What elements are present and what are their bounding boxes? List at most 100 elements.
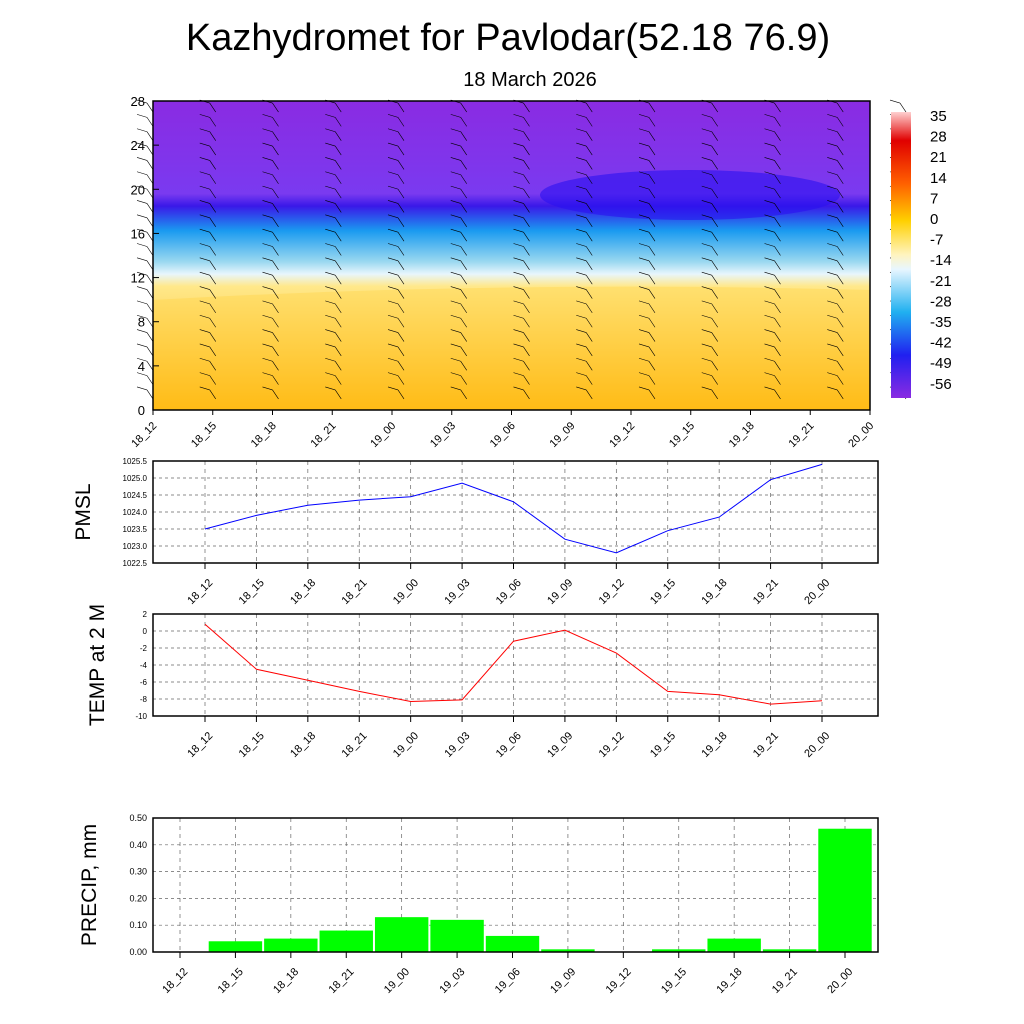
data-line — [204, 463, 823, 554]
wind-barb — [513, 128, 530, 141]
wind-barb — [262, 271, 279, 285]
wind-barb — [325, 386, 342, 400]
wind-barb — [262, 300, 279, 314]
y-tick-label: -10 — [135, 712, 147, 721]
wind-barb — [325, 114, 342, 127]
wind-barb — [827, 286, 844, 299]
colorbar-label: 0 — [930, 211, 938, 228]
wind-barb — [638, 257, 656, 271]
wind-barb — [262, 228, 279, 242]
x-tick-label: 19_09 — [545, 577, 575, 607]
wind-barb — [764, 314, 781, 328]
plot-frame — [152, 817, 879, 953]
wind-barb — [387, 386, 405, 400]
x-tick-label: 18_21 — [326, 966, 356, 996]
wind-barb — [262, 386, 279, 400]
wind-barb — [764, 185, 781, 199]
x-tick-label: 19_00 — [368, 420, 398, 450]
y-tick-label: 0 — [143, 627, 148, 636]
wind-barb — [325, 142, 342, 156]
precip-bar — [762, 949, 817, 952]
chart-title: Kazhydromet for Pavlodar(52.18 76.9) — [186, 17, 830, 59]
wind-barb — [325, 185, 342, 199]
x-tick-label: 19_09 — [545, 730, 575, 760]
wind-barb — [325, 214, 342, 227]
x-tick-label: 18_12 — [129, 420, 159, 450]
wind-barb — [450, 271, 467, 285]
wind-barb — [199, 114, 216, 127]
wind-barb — [513, 171, 530, 184]
wind-barb — [450, 228, 467, 242]
wind-barb — [199, 386, 216, 400]
x-tick-label: 19_12 — [604, 966, 634, 996]
wind-barb — [701, 142, 718, 156]
wind-barb — [576, 200, 593, 213]
wind-barb — [827, 157, 844, 170]
y-tick-label: 1024.5 — [123, 491, 148, 500]
x-tick-label: 19_06 — [493, 966, 523, 996]
y-axis-label: PMSL — [72, 483, 95, 540]
wind-barb — [199, 286, 216, 299]
wind-barb — [638, 314, 656, 328]
precip-bar — [652, 949, 706, 952]
wind-barb — [513, 343, 530, 357]
wind-barb — [262, 243, 279, 256]
wind-barb — [136, 99, 154, 113]
wind-barb — [576, 257, 593, 271]
x-tick-label: 19_12 — [597, 730, 627, 760]
wind-barb — [701, 271, 718, 285]
wind-barb — [513, 214, 530, 227]
wind-barb — [199, 228, 216, 242]
wind-barb — [199, 185, 216, 199]
wind-barb — [638, 372, 656, 385]
x-tick-label: 19_03 — [442, 577, 472, 607]
wind-barb — [638, 228, 656, 242]
wind-barb — [638, 185, 656, 199]
wind-barb — [387, 329, 405, 342]
wind-barb — [262, 185, 279, 199]
x-tick-label: 19_21 — [751, 730, 781, 760]
wind-barb — [450, 357, 467, 371]
wind-barb — [262, 214, 279, 227]
wind-barb — [701, 128, 718, 141]
x-tick-label: 18_21 — [339, 577, 369, 607]
precip-bar — [319, 930, 373, 952]
x-tick-label: 19_15 — [648, 730, 678, 760]
wind-barb — [638, 300, 656, 314]
precip-bar — [707, 938, 761, 952]
x-tick-label: 19_18 — [699, 577, 729, 607]
wind-barb — [513, 228, 530, 242]
wind-barb — [136, 271, 154, 285]
wind-barb — [701, 228, 718, 242]
wind-barb — [701, 386, 718, 400]
wind-barb — [638, 128, 656, 141]
colorbar-label: 21 — [930, 149, 947, 166]
wind-barb — [325, 243, 342, 256]
wind-barb — [450, 214, 467, 227]
x-tick-label: 19_18 — [714, 966, 744, 996]
wind-barb — [827, 142, 844, 156]
wind-barb — [764, 372, 781, 385]
wind-barb — [199, 128, 216, 141]
wind-barb — [325, 300, 342, 314]
wind-barb — [701, 157, 718, 170]
wind-barb — [387, 171, 405, 184]
x-tick-label: 18_15 — [237, 730, 267, 760]
wind-barb — [576, 214, 593, 227]
wind-barb — [387, 257, 405, 271]
wind-barb — [638, 157, 656, 170]
wind-barb — [827, 171, 844, 184]
colorbar-label: -28 — [930, 293, 952, 310]
wind-barb — [764, 257, 781, 271]
wind-barb — [136, 343, 154, 357]
wind-barb — [576, 300, 593, 314]
wind-barb — [513, 386, 530, 400]
wind-barb — [136, 386, 154, 400]
wind-barb — [450, 257, 467, 271]
wind-barb — [513, 257, 530, 271]
wind-barb — [576, 228, 593, 242]
wind-barb — [325, 128, 342, 141]
wind-barb — [325, 286, 342, 299]
y-tick-label: 1022.5 — [123, 559, 148, 568]
wind-barb — [387, 114, 405, 127]
